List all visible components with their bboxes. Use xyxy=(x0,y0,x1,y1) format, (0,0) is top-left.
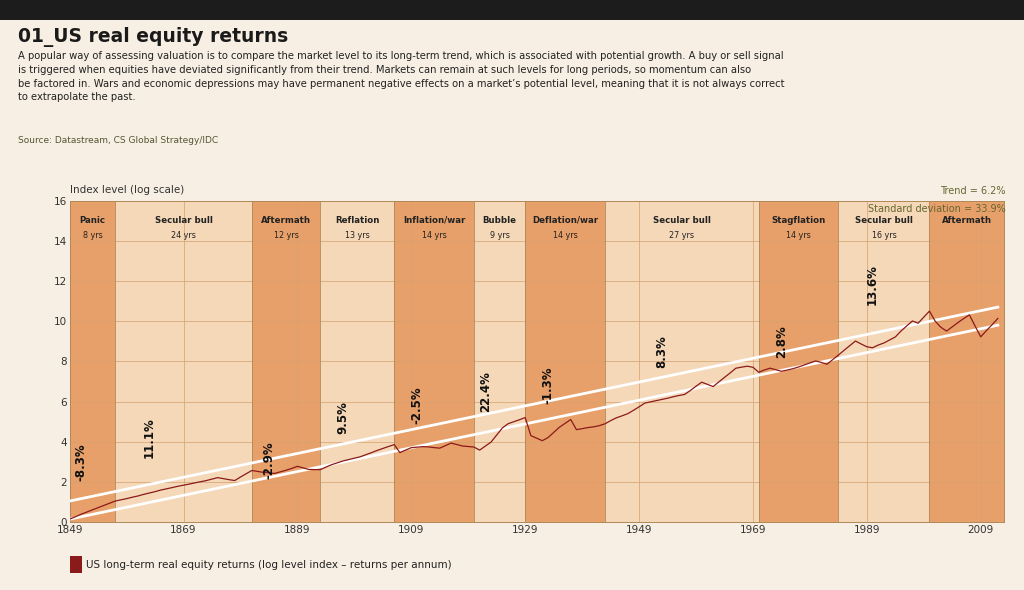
Text: 14 yrs: 14 yrs xyxy=(422,231,446,240)
Text: Secular bull: Secular bull xyxy=(855,216,912,225)
Text: 9 yrs: 9 yrs xyxy=(489,231,510,240)
Text: 01_US real equity returns: 01_US real equity returns xyxy=(18,27,289,47)
Text: US long-term real equity returns (log level index – returns per annum): US long-term real equity returns (log le… xyxy=(86,560,452,569)
Bar xyxy=(525,201,605,522)
Bar xyxy=(930,201,1004,522)
Text: 14 yrs: 14 yrs xyxy=(553,231,578,240)
Text: 22.4%: 22.4% xyxy=(479,371,492,412)
Text: Trend = 6.2%: Trend = 6.2% xyxy=(940,186,1006,196)
Text: Standard deviation = 33.9%: Standard deviation = 33.9% xyxy=(867,204,1006,214)
Text: Source: Datastream, CS Global Strategy/IDC: Source: Datastream, CS Global Strategy/I… xyxy=(18,136,218,145)
Text: 8.3%: 8.3% xyxy=(655,335,669,368)
Text: 11.1%: 11.1% xyxy=(143,417,156,458)
Text: Secular bull: Secular bull xyxy=(653,216,711,225)
Bar xyxy=(70,201,115,522)
Text: 27 yrs: 27 yrs xyxy=(670,231,694,240)
Text: 24 yrs: 24 yrs xyxy=(171,231,196,240)
Bar xyxy=(605,201,759,522)
Bar xyxy=(321,201,394,522)
Bar xyxy=(115,201,252,522)
Text: Aftermath: Aftermath xyxy=(941,216,991,225)
Text: 8 yrs: 8 yrs xyxy=(83,231,102,240)
Text: -2.9%: -2.9% xyxy=(262,441,275,478)
Text: Inflation/war: Inflation/war xyxy=(402,216,465,225)
Text: Index level (log scale): Index level (log scale) xyxy=(70,185,184,195)
Text: Panic: Panic xyxy=(80,216,105,225)
Text: Bubble: Bubble xyxy=(482,216,516,225)
Text: Deflation/war: Deflation/war xyxy=(532,216,598,225)
Text: 9.5%: 9.5% xyxy=(337,401,349,434)
Text: Reflation: Reflation xyxy=(335,216,379,225)
Text: -8.3%: -8.3% xyxy=(75,443,87,481)
Text: 14 yrs: 14 yrs xyxy=(786,231,811,240)
Bar xyxy=(759,201,839,522)
Bar xyxy=(252,201,321,522)
Text: -1.3%: -1.3% xyxy=(542,367,554,404)
Text: 13 yrs: 13 yrs xyxy=(345,231,370,240)
Text: 12 yrs: 12 yrs xyxy=(273,231,298,240)
Text: -2.5%: -2.5% xyxy=(411,387,424,424)
Text: 2.8%: 2.8% xyxy=(775,325,787,358)
Text: A popular way of assessing valuation is to compare the market level to its long-: A popular way of assessing valuation is … xyxy=(18,51,785,102)
Text: Stagflation: Stagflation xyxy=(771,216,825,225)
Text: Aftermath: Aftermath xyxy=(261,216,311,225)
Bar xyxy=(474,201,525,522)
Bar xyxy=(394,201,474,522)
Text: 13.6%: 13.6% xyxy=(866,264,879,306)
Bar xyxy=(839,201,930,522)
Text: 16 yrs: 16 yrs xyxy=(871,231,896,240)
Text: Secular bull: Secular bull xyxy=(155,216,212,225)
